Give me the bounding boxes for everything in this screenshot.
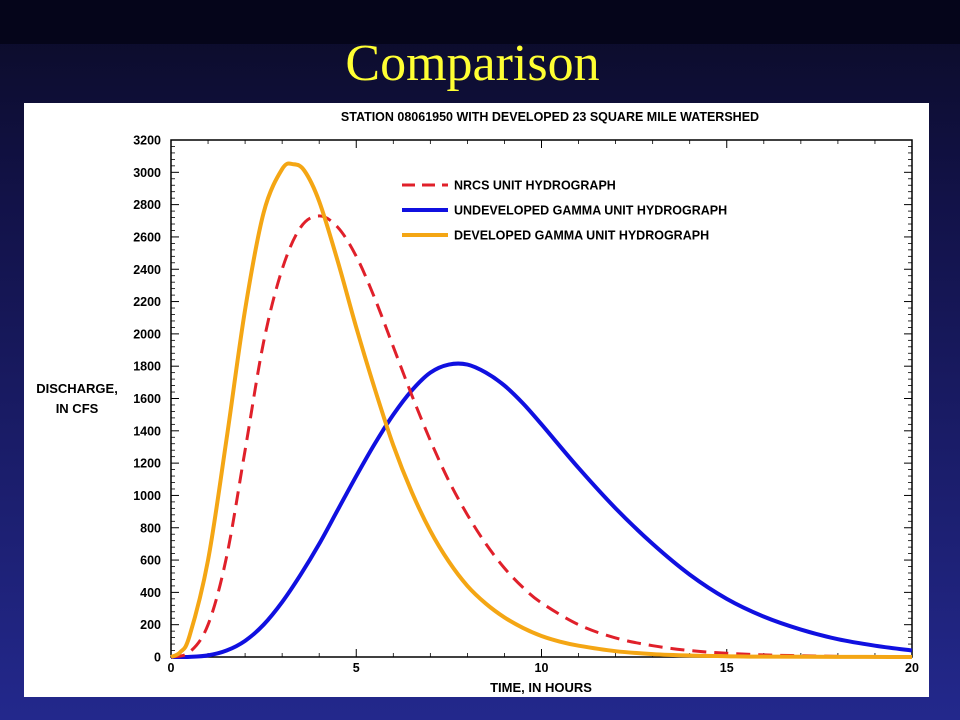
y-tick-label: 1800	[133, 360, 161, 374]
x-tick-label: 10	[535, 661, 549, 675]
x-axis-label: TIME, IN HOURS	[490, 680, 592, 695]
y-axis-label-line-2: IN CFS	[56, 401, 99, 416]
series-lines	[170, 161, 913, 660]
series-line-developed-gamma	[170, 161, 913, 659]
chart-title: STATION 08061950 WITH DEVELOPED 23 SQUAR…	[341, 110, 759, 124]
x-tick-label: 5	[353, 661, 360, 675]
y-tick-label: 400	[140, 586, 161, 600]
y-tick-label: 200	[140, 618, 161, 632]
y-tick-label: 800	[140, 521, 161, 535]
slide-title: Comparison	[345, 35, 600, 92]
y-tick-label: 1200	[133, 457, 161, 471]
x-tick-label: 15	[720, 661, 734, 675]
y-tick-label: 3200	[133, 134, 161, 148]
y-tick-label: 2000	[133, 327, 161, 341]
y-tick-label: 3000	[133, 166, 161, 180]
x-tick-label: 0	[168, 661, 175, 675]
chart-panel: STATION 08061950 WITH DEVELOPED 23 SQUAR…	[24, 103, 929, 697]
y-tick-label: 2400	[133, 263, 161, 277]
y-tick-label: 1400	[133, 424, 161, 438]
y-tick-label: 600	[140, 554, 161, 568]
series-line-undeveloped-gamma	[170, 361, 913, 660]
y-axis-label-line-1: DISCHARGE,	[36, 381, 118, 396]
y-tick-label: 0	[154, 651, 161, 665]
legend: NRCS UNIT HYDROGRAPH UNDEVELOPED GAMMA UN…	[402, 179, 727, 243]
axis-ticks: 0200400600800100012001400160018002000220…	[133, 134, 919, 676]
slide-top-bar	[0, 0, 960, 44]
series-line-nrcs	[170, 214, 913, 659]
y-tick-label: 2200	[133, 295, 161, 309]
x-tick-label: 20	[905, 661, 919, 675]
legend-label: NRCS UNIT HYDROGRAPH	[454, 179, 616, 193]
y-tick-label: 1600	[133, 392, 161, 406]
hydrograph-chart: STATION 08061950 WITH DEVELOPED 23 SQUAR…	[36, 110, 919, 695]
legend-label: UNDEVELOPED GAMMA UNIT HYDROGRAPH	[454, 204, 727, 218]
y-tick-label: 2800	[133, 198, 161, 212]
plot-frame	[170, 139, 913, 658]
legend-label: DEVELOPED GAMMA UNIT HYDROGRAPH	[454, 229, 709, 243]
y-tick-label: 1000	[133, 489, 161, 503]
y-tick-label: 2600	[133, 230, 161, 244]
